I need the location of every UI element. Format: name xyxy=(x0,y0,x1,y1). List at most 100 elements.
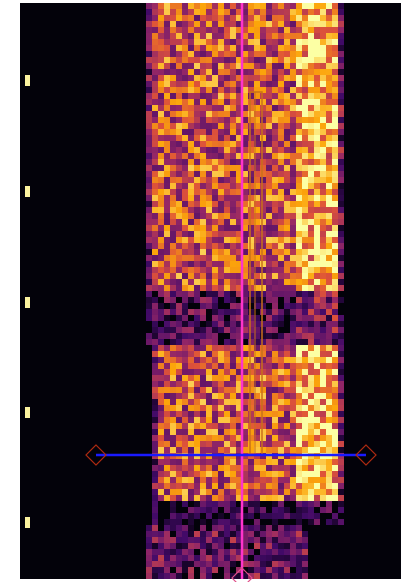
heatmap-cell xyxy=(302,507,308,513)
heatmap-cell xyxy=(302,39,308,45)
heatmap-cell xyxy=(188,417,194,423)
heatmap-cell xyxy=(302,291,308,297)
heatmap-cell xyxy=(272,159,278,165)
heatmap-cell xyxy=(338,207,344,213)
heatmap-cell xyxy=(308,93,314,99)
heatmap-cell xyxy=(296,561,302,567)
heatmap-cell xyxy=(182,543,188,549)
heatmap-cell xyxy=(278,489,284,495)
heatmap-cell xyxy=(200,339,206,345)
heatmap-cell xyxy=(302,573,308,579)
heatmap-cell xyxy=(320,75,326,81)
heatmap-cell xyxy=(332,81,338,87)
heatmap-cell xyxy=(284,165,290,171)
heatmap-cell xyxy=(230,225,236,231)
heatmap-cell xyxy=(302,141,308,147)
heatmap-cell xyxy=(278,183,284,189)
heatmap-cell xyxy=(272,231,278,237)
heatmap-cell xyxy=(188,201,194,207)
heatmap-cell xyxy=(200,225,206,231)
heatmap-cell xyxy=(248,195,254,201)
heatmap-cell xyxy=(176,381,182,387)
heatmap-cell xyxy=(260,57,266,63)
heatmap-cell xyxy=(218,483,224,489)
heatmap-cell xyxy=(212,39,218,45)
heatmap-cell xyxy=(260,465,266,471)
heatmap-cell xyxy=(338,81,344,87)
heatmap-cell xyxy=(284,93,290,99)
heatmap-cell xyxy=(314,285,320,291)
heatmap-cell xyxy=(296,15,302,21)
heatmap-cell xyxy=(296,573,302,579)
heatmap-cell xyxy=(230,471,236,477)
heatmap-cell xyxy=(230,27,236,33)
heatmap-cell xyxy=(272,339,278,345)
heatmap-cell xyxy=(158,471,164,477)
heatmap-cell xyxy=(194,513,200,519)
heatmap-cell xyxy=(260,567,266,573)
heatmap-cell xyxy=(284,9,290,15)
heatmap-cell xyxy=(158,567,164,573)
heatmap-cell xyxy=(314,351,320,357)
heatmap-cell xyxy=(176,423,182,429)
heatmap-cell xyxy=(218,315,224,321)
heatmap-cell xyxy=(164,75,170,81)
heatmap-cell xyxy=(278,51,284,57)
heatmap-cell xyxy=(194,9,200,15)
heatmap-cell xyxy=(296,357,302,363)
heatmap-cell xyxy=(326,243,332,249)
heatmap-cell xyxy=(272,411,278,417)
heatmap-cell xyxy=(230,435,236,441)
heatmap-cell xyxy=(224,369,230,375)
heatmap-cell xyxy=(266,279,272,285)
heatmap-cell xyxy=(260,459,266,465)
heatmap-cell xyxy=(176,57,182,63)
heatmap-cell xyxy=(314,345,320,351)
heatmap-cell xyxy=(296,345,302,351)
heatmap-cell xyxy=(176,225,182,231)
heatmap-cell xyxy=(218,501,224,507)
heatmap-cell xyxy=(296,309,302,315)
heatmap-cell xyxy=(332,171,338,177)
heatmap-cell xyxy=(200,219,206,225)
heatmap-cell xyxy=(308,363,314,369)
heatmap-cell xyxy=(164,531,170,537)
heatmap-cell xyxy=(206,39,212,45)
heatmap-cell xyxy=(290,411,296,417)
heatmap-cell xyxy=(308,9,314,15)
heatmap-cell xyxy=(314,33,320,39)
heatmap-cell xyxy=(254,81,260,87)
heatmap-cell xyxy=(332,189,338,195)
heatmap-cell xyxy=(272,537,278,543)
heatmap-cell xyxy=(194,375,200,381)
heatmap-cell xyxy=(212,135,218,141)
heatmap-cell xyxy=(158,33,164,39)
heatmap-cell xyxy=(278,561,284,567)
heatmap-cell xyxy=(284,333,290,339)
heatmap-cell xyxy=(260,387,266,393)
heatmap-cell xyxy=(260,555,266,561)
heatmap-cell xyxy=(194,537,200,543)
heatmap-cell xyxy=(248,39,254,45)
heatmap-cell xyxy=(314,267,320,273)
heatmap-cell xyxy=(302,327,308,333)
heatmap-cell xyxy=(308,81,314,87)
heatmap-cell xyxy=(278,273,284,279)
heatmap-cell xyxy=(230,249,236,255)
heatmap-cell xyxy=(260,21,266,27)
heatmap-cell xyxy=(200,471,206,477)
heatmap-cell xyxy=(152,9,158,15)
heatmap-cell xyxy=(290,27,296,33)
heatmap-cell xyxy=(278,111,284,117)
heatmap-cell xyxy=(164,351,170,357)
heatmap-cell xyxy=(224,165,230,171)
heatmap-cell xyxy=(248,57,254,63)
heatmap-cell xyxy=(176,243,182,249)
heatmap-cell xyxy=(194,213,200,219)
heatmap-cell xyxy=(302,309,308,315)
heatmap-cell xyxy=(170,291,176,297)
heatmap-cell xyxy=(248,45,254,51)
heatmap-cell xyxy=(170,105,176,111)
heatmap-cell xyxy=(212,555,218,561)
heatmap-cell xyxy=(200,171,206,177)
